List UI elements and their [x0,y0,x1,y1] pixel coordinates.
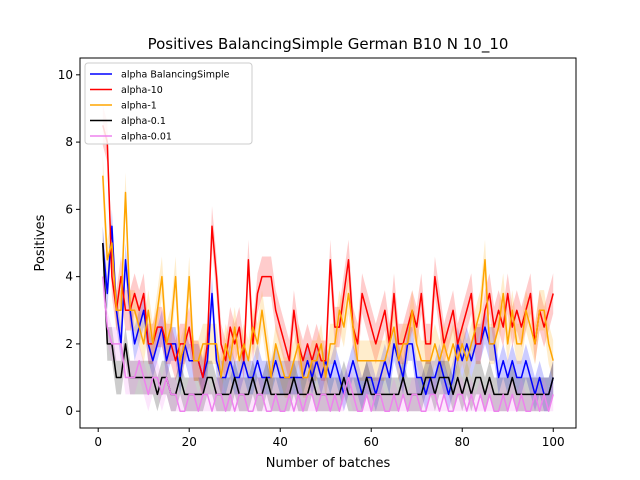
y-axis: 0 2 4 6 8 10 [58,68,80,418]
x-tick-label: 0 [94,435,102,449]
x-tick-label: 60 [364,435,379,449]
y-axis-label: Positives [33,214,48,271]
legend-label: alpha-0.1 [121,116,166,127]
legend-label: alpha-0.01 [121,132,172,143]
x-tick-label: 20 [182,435,197,449]
y-tick-label: 6 [65,202,73,216]
legend-label: alpha-1 [121,101,157,112]
legend-label: alpha-10 [121,85,163,96]
legend-box [84,62,253,145]
x-tick-label: 40 [273,435,288,449]
x-tick-label: 100 [542,435,565,449]
series-lines [102,125,554,412]
series-line-1 [102,125,554,379]
series-band-0 [102,209,554,412]
x-axis-label: Number of batches [266,456,391,471]
x-axis: 0 20 40 60 80 100 [94,428,565,449]
legend: alpha BalancingSimple alpha-10 alpha-1 alph… [84,62,253,145]
legend-label: alpha BalancingSimple [121,70,230,81]
y-tick-label: 0 [65,404,73,418]
y-tick-label: 8 [65,135,73,149]
series-line-3 [102,242,554,396]
plot-frame [79,57,577,429]
series-line-2 [102,175,554,379]
series-line-4 [102,276,554,412]
y-tick-label: 2 [65,337,73,351]
chart-title: Positives BalancingSimple German B10 N 1… [148,35,509,54]
series-band-4 [102,259,554,412]
series-band-1 [102,105,554,398]
y-tick-label: 10 [58,68,73,82]
y-tick-label: 4 [65,270,73,284]
x-tick-label: 80 [455,435,470,449]
